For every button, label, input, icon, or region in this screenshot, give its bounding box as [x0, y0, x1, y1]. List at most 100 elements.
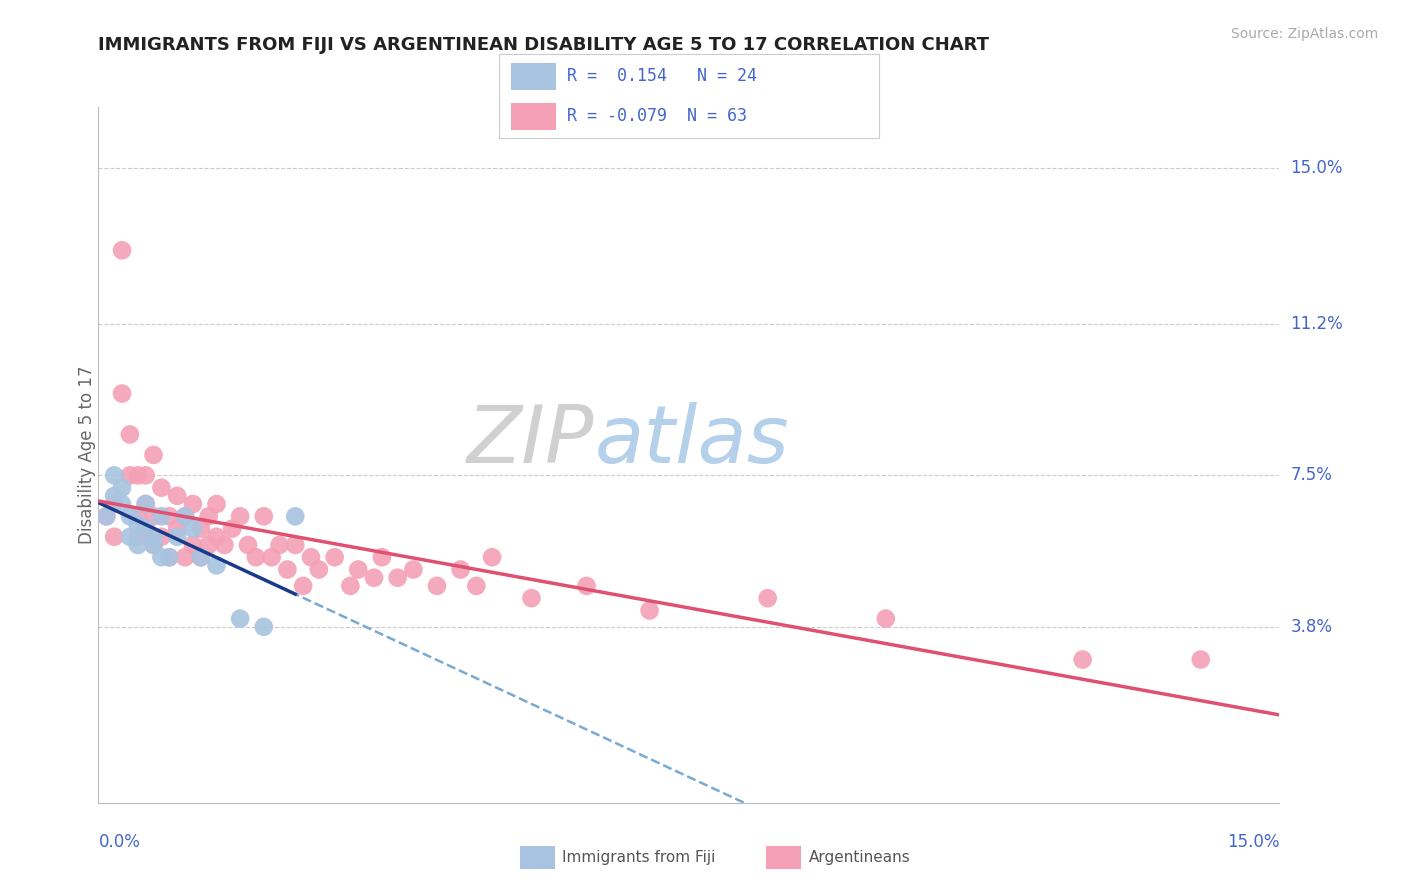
Point — [127, 509, 149, 524]
Point — [269, 538, 291, 552]
Point — [103, 489, 125, 503]
Point — [339, 579, 361, 593]
Point — [190, 550, 212, 565]
Point — [103, 530, 125, 544]
Point — [190, 550, 212, 565]
Point — [205, 530, 228, 544]
Point — [276, 562, 298, 576]
Point — [450, 562, 472, 576]
Point — [150, 481, 173, 495]
Point — [142, 448, 165, 462]
Point — [174, 509, 197, 524]
Point — [638, 603, 661, 617]
Text: 3.8%: 3.8% — [1291, 618, 1333, 636]
Point — [150, 550, 173, 565]
Point — [426, 579, 449, 593]
Point — [214, 538, 236, 552]
Point — [1189, 652, 1212, 666]
Point — [166, 489, 188, 503]
Point — [111, 497, 134, 511]
Point — [181, 497, 204, 511]
Point — [253, 509, 276, 524]
Point — [371, 550, 394, 565]
Point — [135, 497, 157, 511]
Text: 15.0%: 15.0% — [1291, 160, 1343, 178]
Point — [103, 468, 125, 483]
Text: Source: ZipAtlas.com: Source: ZipAtlas.com — [1230, 27, 1378, 41]
Text: Argentineans: Argentineans — [808, 850, 910, 865]
Point — [387, 571, 409, 585]
Point — [363, 571, 385, 585]
Point — [245, 550, 267, 565]
Point — [520, 591, 543, 606]
Point — [465, 579, 488, 593]
Point — [205, 497, 228, 511]
Text: atlas: atlas — [595, 402, 789, 480]
Point — [111, 244, 134, 258]
Point — [118, 509, 141, 524]
FancyBboxPatch shape — [510, 103, 557, 130]
Point — [127, 468, 149, 483]
Point — [118, 530, 141, 544]
Text: 7.5%: 7.5% — [1291, 467, 1333, 484]
Point — [236, 538, 259, 552]
Point — [205, 558, 228, 573]
Point — [135, 497, 157, 511]
Point — [299, 550, 322, 565]
Point — [96, 509, 118, 524]
Point — [197, 509, 219, 524]
Point — [150, 509, 173, 524]
Point — [253, 620, 276, 634]
Point — [166, 530, 188, 544]
Point — [756, 591, 779, 606]
Point — [174, 509, 197, 524]
Point — [142, 509, 165, 524]
Point — [197, 538, 219, 552]
Point — [127, 530, 149, 544]
Text: 11.2%: 11.2% — [1291, 315, 1343, 333]
Point — [260, 550, 283, 565]
Text: 15.0%: 15.0% — [1227, 833, 1279, 851]
Point — [142, 538, 165, 552]
Point — [118, 427, 141, 442]
Point — [1071, 652, 1094, 666]
Point — [135, 522, 157, 536]
Text: R =  0.154   N = 24: R = 0.154 N = 24 — [568, 68, 758, 86]
Point — [174, 550, 197, 565]
Point — [190, 522, 212, 536]
Point — [308, 562, 330, 576]
Point — [875, 612, 897, 626]
Point — [96, 509, 118, 524]
Point — [127, 517, 149, 532]
Point — [481, 550, 503, 565]
Point — [166, 522, 188, 536]
Point — [118, 468, 141, 483]
Point — [181, 522, 204, 536]
Y-axis label: Disability Age 5 to 17: Disability Age 5 to 17 — [79, 366, 96, 544]
Point — [575, 579, 598, 593]
Text: ZIP: ZIP — [467, 402, 595, 480]
Point — [157, 550, 180, 565]
Point — [229, 612, 252, 626]
Point — [111, 386, 134, 401]
Point — [402, 562, 425, 576]
FancyBboxPatch shape — [520, 847, 555, 869]
Point — [111, 481, 134, 495]
Point — [229, 509, 252, 524]
FancyBboxPatch shape — [510, 62, 557, 90]
Point — [103, 497, 125, 511]
Point — [157, 550, 180, 565]
Point — [284, 538, 307, 552]
Text: Immigrants from Fiji: Immigrants from Fiji — [562, 850, 716, 865]
Point — [127, 538, 149, 552]
Point — [157, 509, 180, 524]
Point — [150, 530, 173, 544]
Point — [142, 538, 165, 552]
Point — [221, 522, 243, 536]
Point — [135, 468, 157, 483]
Point — [135, 522, 157, 536]
Text: 0.0%: 0.0% — [98, 833, 141, 851]
Text: R = -0.079  N = 63: R = -0.079 N = 63 — [568, 107, 748, 125]
FancyBboxPatch shape — [766, 847, 801, 869]
Point — [323, 550, 346, 565]
